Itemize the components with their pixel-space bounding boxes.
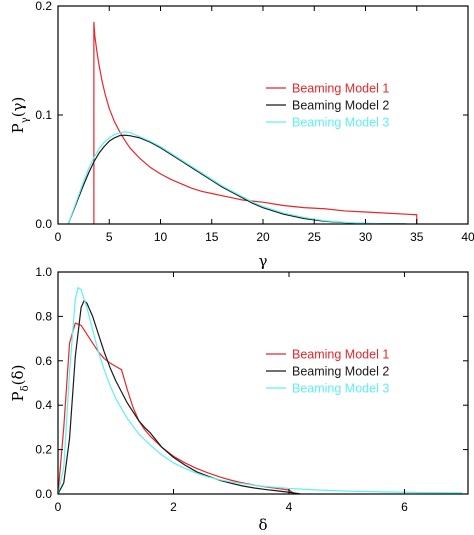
y-axis-label-arg: (δ) [9,365,27,386]
legend-label-model-1: Beaming Model 1 [292,82,389,96]
x-tick-label: 40 [461,230,474,244]
x-tick-label: 25 [308,230,322,244]
x-tick-label: 2 [170,500,177,514]
y-tick-label: 0.1 [35,108,52,122]
y-axis-label-sub: δ [20,385,31,391]
legend-label-model-3: Beaming Model 3 [292,382,389,396]
plot-area [58,286,463,494]
legend-label-model-3: Beaming Model 3 [292,116,389,130]
legend-label-model-2: Beaming Model 2 [292,365,389,379]
x-tick-label: 20 [256,230,270,244]
x-axis-label: δ [258,516,267,534]
y-tick-label: 0.0 [35,217,52,231]
x-tick-label: 4 [286,500,293,514]
y-axis-label-main: P [9,391,27,401]
x-tick-label: 6 [401,500,408,514]
y-axis-label-arg: (γ) [9,97,27,118]
x-tick-label: 0 [55,230,62,244]
y-tick-label: 0.2 [35,443,52,457]
legend: Beaming Model 1 Beaming Model 2 Beaming Mo… [266,348,389,396]
y-tick-label: 0.4 [35,398,52,412]
axes-frame [57,5,469,225]
y-axis-label-sub: γ [20,117,31,123]
axes-frame [57,271,469,495]
series-line-model-3 [58,286,463,494]
y-axis-label: Pδ(δ) [9,365,31,402]
y-tick-label: 0.6 [35,354,52,368]
series-line-model-1 [58,322,296,494]
series-line-model-2 [58,300,301,494]
legend-label-model-1: Beaming Model 1 [292,348,389,362]
y-axis-label: Pγ(γ) [9,97,31,134]
y-tick-label: 0.2 [35,0,52,13]
series-line-model-1 [93,21,418,224]
x-tick-label: 5 [106,230,113,244]
y-tick-label: 0.8 [35,309,52,323]
x-tick-label: 10 [154,230,168,244]
series-line-model-3 [67,131,407,224]
x-tick-label: 30 [359,230,373,244]
x-tick-label: 0 [55,500,62,514]
legend-label-model-2: Beaming Model 2 [292,99,389,113]
y-tick-label: 0.0 [35,487,52,501]
y-tick-label: 1.0 [35,265,52,279]
x-tick-label: 15 [205,230,219,244]
x-axis-label: γ [259,252,268,270]
x-tick-label: 35 [410,230,424,244]
legend: Beaming Model 1 Beaming Model 2 Beaming Mo… [266,82,389,130]
series-line-model-2 [67,134,407,224]
y-axis-label-main: P [9,123,27,133]
plot-area [67,21,418,224]
